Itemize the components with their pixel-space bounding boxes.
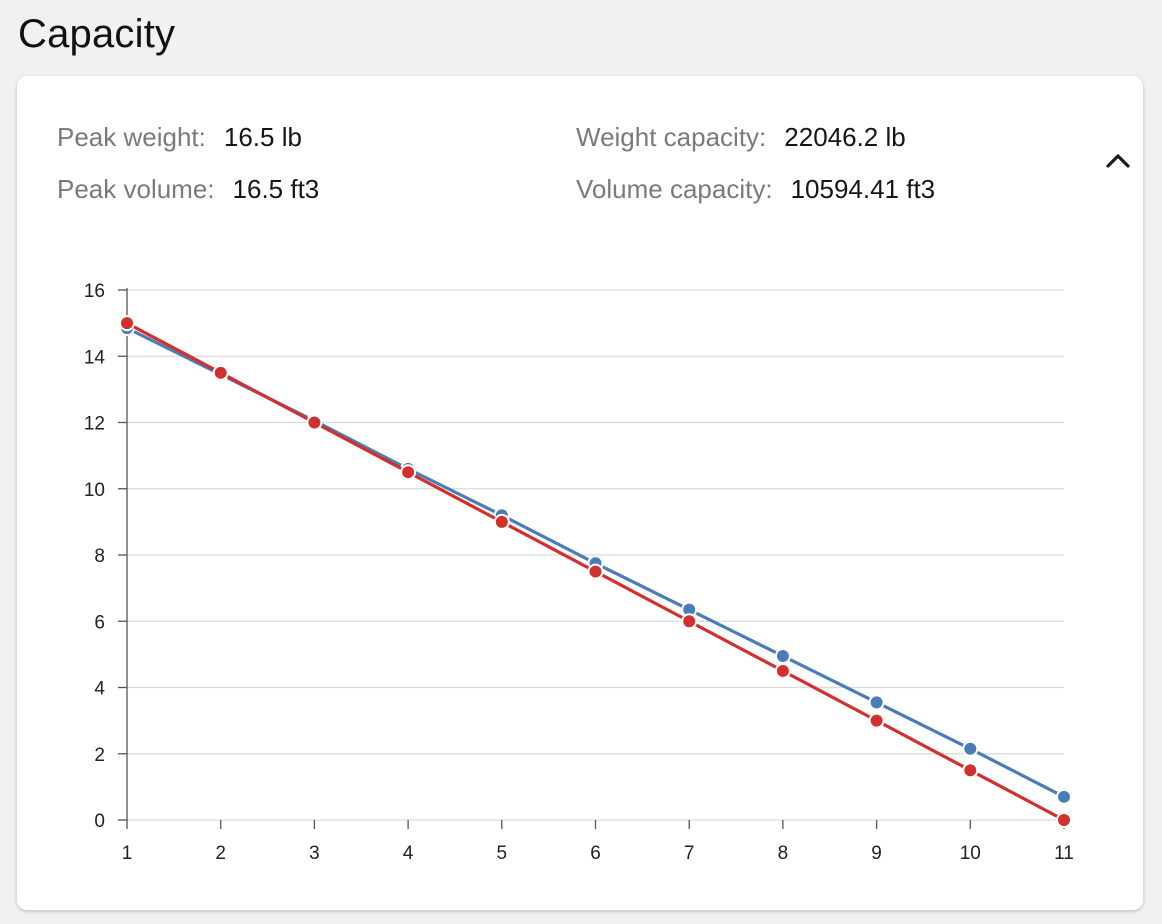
collapse-button[interactable] xyxy=(1101,144,1135,178)
data-point xyxy=(119,315,135,332)
data-point xyxy=(1056,788,1072,805)
data-point xyxy=(962,740,979,757)
y-tick-label: 14 xyxy=(84,347,106,368)
data-point xyxy=(868,694,885,711)
data-point xyxy=(493,513,510,530)
y-tick-label: 16 xyxy=(84,281,105,302)
x-tick-label: 6 xyxy=(590,843,601,864)
y-tick-label: 4 xyxy=(94,679,105,700)
data-point xyxy=(681,613,698,630)
x-tick-label: 11 xyxy=(1054,843,1074,864)
x-tick-label: 8 xyxy=(778,843,789,864)
peak-weight-stat: Peak weight: 16.5 lb xyxy=(57,122,302,153)
weight-capacity-label: Weight capacity: xyxy=(576,122,767,152)
data-point xyxy=(306,414,323,431)
peak-volume-label: Peak volume: xyxy=(57,174,215,204)
chevron-up-icon xyxy=(1106,154,1130,168)
capacity-chart: 0 2 4 6 8 10 12 14 16 1 2 3 4 5 6 7 8 9 10 11 xyxy=(17,76,1143,910)
y-tick-label: 6 xyxy=(94,612,105,633)
capacity-card: Peak weight: 16.5 lb Peak volume: 16.5 ft3… xyxy=(17,76,1143,910)
data-point xyxy=(868,712,885,729)
data-point xyxy=(400,464,417,481)
volume-capacity-stat: Volume capacity: 10594.41 ft3 xyxy=(576,174,935,205)
volume-capacity-label: Volume capacity: xyxy=(576,174,773,204)
x-tick-label: 5 xyxy=(497,843,508,864)
y-tick-label: 10 xyxy=(84,480,105,501)
y-tick-label: 0 xyxy=(94,811,105,832)
x-tick-label: 9 xyxy=(871,843,882,864)
series-2 xyxy=(119,315,1072,828)
series-layer xyxy=(119,315,1072,828)
weight-capacity-stat: Weight capacity: 22046.2 lb xyxy=(576,122,906,153)
grid-lines xyxy=(127,289,1064,755)
data-point xyxy=(774,662,791,679)
x-tick-label: 7 xyxy=(684,843,695,864)
peak-volume-value: 16.5 ft3 xyxy=(232,174,320,204)
page-title: Capacity xyxy=(18,12,176,56)
x-tick-label: 10 xyxy=(960,843,981,864)
data-point xyxy=(212,364,229,381)
y-tick-label: 2 xyxy=(94,745,105,766)
weight-capacity-value: 22046.2 lb xyxy=(784,122,906,152)
peak-weight-label: Peak weight: xyxy=(57,122,206,152)
data-point xyxy=(774,648,791,665)
x-tick-label: 2 xyxy=(215,843,226,864)
x-tick-label: 1 xyxy=(122,843,133,864)
y-tick-label: 12 xyxy=(84,414,105,435)
peak-volume-stat: Peak volume: 16.5 ft3 xyxy=(57,174,319,205)
data-point xyxy=(1056,812,1072,828)
x-tick-label: 4 xyxy=(403,843,414,864)
y-tick-label: 8 xyxy=(94,546,105,567)
data-point xyxy=(962,762,979,779)
data-point xyxy=(587,563,604,580)
peak-weight-value: 16.5 lb xyxy=(223,122,302,152)
x-tick-label: 3 xyxy=(309,843,320,864)
volume-capacity-value: 10594.41 ft3 xyxy=(790,174,936,204)
